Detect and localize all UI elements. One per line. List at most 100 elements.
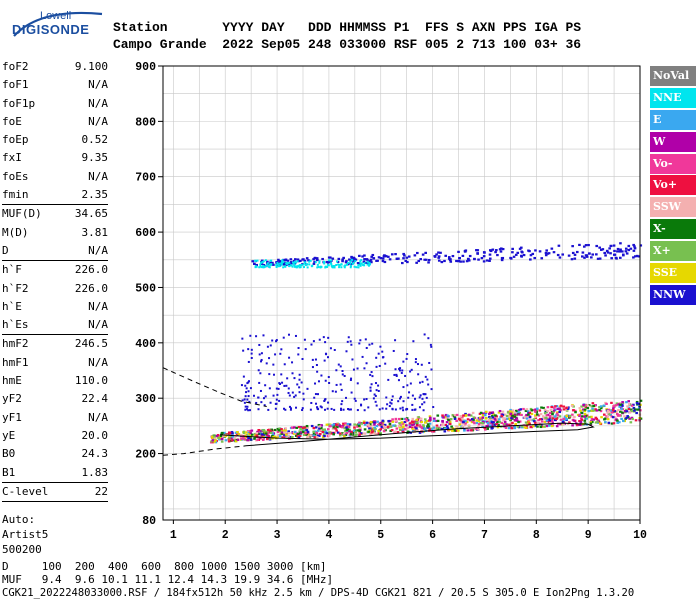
- echo-point: [504, 426, 508, 429]
- echo-point: [475, 249, 478, 252]
- echo-point: [423, 427, 426, 430]
- echo-point: [302, 398, 305, 401]
- echo-point: [260, 433, 264, 436]
- echo-point: [323, 434, 326, 438]
- echo-point: [422, 425, 425, 428]
- echo-point: [610, 409, 613, 412]
- echo-point: [291, 265, 294, 268]
- echo-point: [404, 418, 408, 421]
- echo-point: [579, 417, 583, 420]
- echo-point: [293, 265, 296, 268]
- echo-point: [262, 397, 265, 400]
- echo-point: [480, 418, 484, 421]
- echo-point: [240, 437, 243, 440]
- echo-point: [260, 261, 263, 264]
- echo-point: [236, 431, 239, 434]
- echo-point: [311, 366, 314, 369]
- echo-point: [249, 437, 252, 440]
- echo-point: [301, 357, 304, 360]
- echo-point: [414, 408, 417, 411]
- echo-point: [345, 426, 348, 429]
- echo-point: [610, 411, 614, 414]
- echo-point: [412, 423, 416, 426]
- echo-point: [551, 415, 554, 418]
- echo-point: [403, 428, 407, 431]
- echo-point: [340, 388, 343, 391]
- echo-point: [350, 391, 353, 394]
- echo-point: [246, 405, 249, 408]
- echo-point: [460, 420, 464, 423]
- echo-point: [403, 417, 406, 420]
- echo-point: [423, 258, 427, 261]
- echo-point: [594, 416, 598, 419]
- echo-point: [579, 423, 583, 427]
- echo-point: [356, 367, 359, 370]
- echo-point: [278, 260, 281, 263]
- echo-point: [516, 425, 520, 428]
- echo-point: [604, 254, 607, 257]
- echo-point: [249, 387, 252, 390]
- param-value: N/A: [88, 169, 108, 183]
- echo-point: [317, 380, 320, 383]
- echo-point: [596, 420, 599, 423]
- x-tick-label: 6: [429, 529, 436, 542]
- echo-point: [322, 433, 326, 436]
- echo-point: [455, 259, 458, 263]
- echo-point: [626, 416, 630, 419]
- echo-point: [630, 409, 634, 412]
- echo-point: [590, 405, 594, 408]
- echo-point: [460, 417, 464, 420]
- echo-point: [343, 435, 346, 438]
- echo-point: [371, 421, 374, 424]
- x-tick-label: 4: [325, 529, 332, 542]
- echo-point: [548, 415, 552, 418]
- echo-point: [554, 405, 557, 408]
- echo-point: [575, 250, 579, 254]
- echo-point: [369, 433, 373, 436]
- echo-point: [270, 263, 273, 266]
- echo-point: [278, 434, 282, 438]
- echo-point: [240, 434, 243, 437]
- echo-point: [296, 383, 299, 386]
- echo-point: [633, 247, 637, 250]
- echo-point: [413, 254, 417, 257]
- echo-point: [503, 417, 507, 420]
- echo-point: [358, 421, 361, 424]
- echo-point: [437, 259, 441, 262]
- echo-point: [266, 432, 269, 435]
- echo-point: [518, 247, 522, 250]
- echo-point: [433, 255, 437, 258]
- echo-point: [455, 413, 459, 417]
- echo-point: [522, 407, 525, 411]
- echo-point: [266, 437, 269, 441]
- echo-point: [375, 365, 378, 368]
- echo-point: [478, 416, 482, 419]
- echo-point: [293, 262, 297, 265]
- echo-point: [429, 418, 432, 421]
- echo-point: [335, 264, 338, 267]
- echo-point: [388, 405, 391, 408]
- echo-point: [508, 423, 511, 426]
- echo-point: [491, 424, 494, 427]
- echo-point: [531, 252, 535, 256]
- echo-point: [565, 406, 568, 410]
- echo-point: [303, 259, 307, 262]
- echo-point: [557, 244, 561, 247]
- param-name: B0: [2, 447, 16, 461]
- echo-point: [297, 353, 300, 356]
- echo-point: [269, 264, 272, 267]
- echo-point: [358, 433, 362, 436]
- echo-point: [322, 336, 325, 339]
- echo-point: [451, 254, 455, 258]
- echo-point: [428, 415, 432, 418]
- echo-point: [360, 259, 363, 262]
- echo-point: [366, 263, 369, 266]
- echo-point: [264, 432, 268, 435]
- echo-point: [391, 395, 394, 398]
- echo-point: [620, 403, 624, 406]
- auto-scaling-text: 500200: [2, 543, 42, 557]
- echo-point: [483, 428, 487, 431]
- echo-point: [300, 264, 303, 267]
- echo-point: [589, 422, 593, 425]
- echo-point: [298, 266, 301, 269]
